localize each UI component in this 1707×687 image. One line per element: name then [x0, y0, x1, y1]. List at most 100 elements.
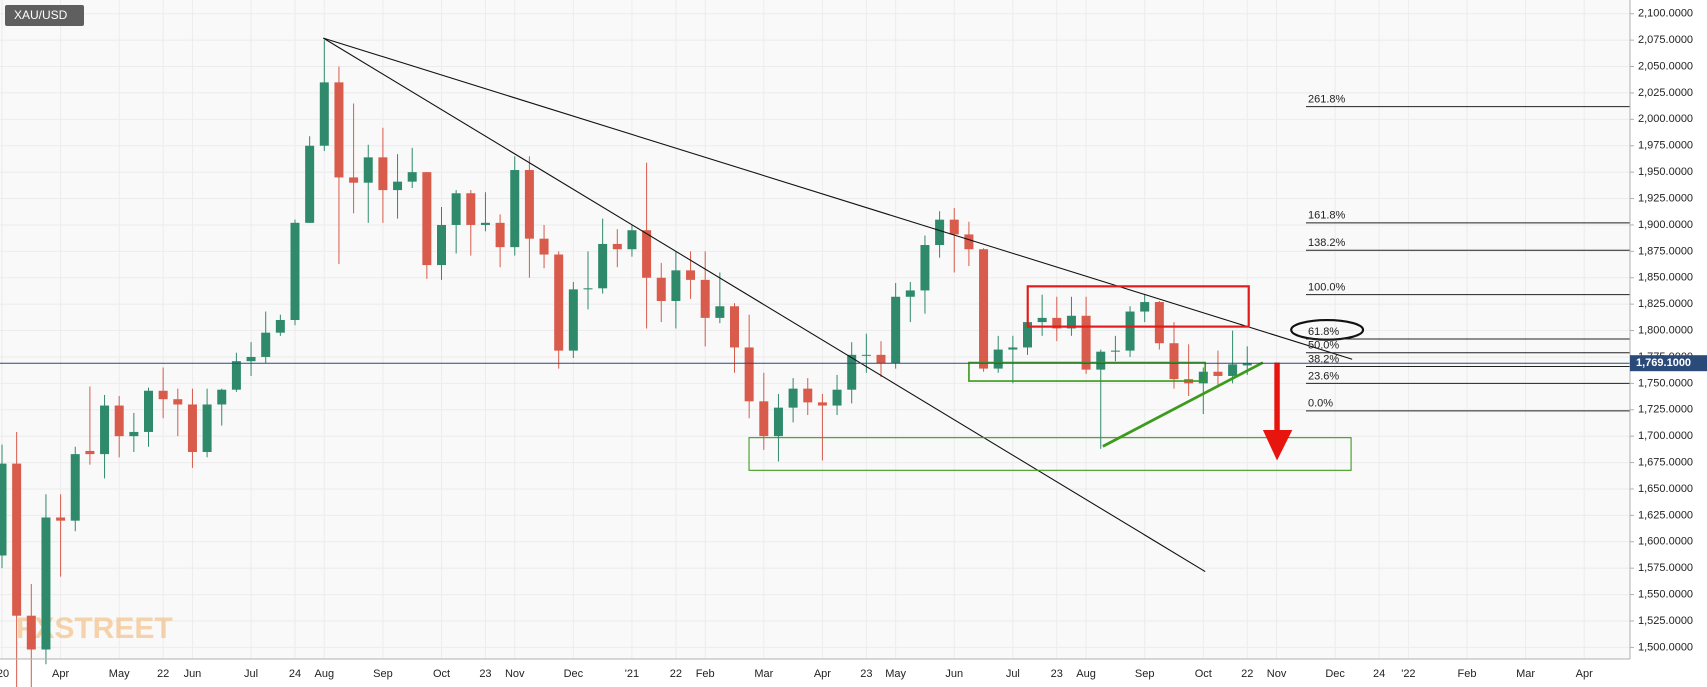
y-tick-label: 2,000.0000 [1638, 113, 1693, 125]
candle-body [993, 349, 1003, 369]
x-tick-label: '20 [0, 668, 9, 680]
candle-body [129, 431, 139, 437]
candle-body [466, 193, 476, 225]
plot-area [0, 0, 1630, 659]
y-tick-label: 1,525.0000 [1638, 615, 1693, 627]
candle-body [1110, 350, 1120, 352]
x-tick-label: Feb [1458, 668, 1477, 680]
candle-body [437, 224, 446, 266]
candle-body [480, 222, 490, 225]
candle-body [539, 238, 549, 255]
y-tick-label: 1,850.0000 [1638, 272, 1693, 284]
fib-label: 23.6% [1308, 370, 1339, 382]
candle-body [1213, 371, 1223, 376]
fib-layer: 261.8% 161.8% 138.2% 100.0% 61.8% 50.0%38.2% 2… [0, 94, 1630, 412]
candle-body [1008, 347, 1018, 350]
x-tick-label: 22 [670, 668, 682, 680]
x-tick-label: 22 [1241, 668, 1253, 680]
candle-body [949, 219, 959, 235]
fib-label: 161.8% [1308, 210, 1346, 222]
last-price-tag [1630, 355, 1707, 372]
x-tick-label: Apr [52, 668, 69, 680]
x-tick-label: '22 [1401, 668, 1415, 680]
candle-body [1096, 351, 1106, 370]
x-tick-label: Aug [315, 668, 335, 680]
candle-body [935, 219, 945, 246]
candle-body [1023, 322, 1032, 348]
fib-label: 38.2% [1308, 353, 1339, 365]
y-tick-label: 1,950.0000 [1638, 166, 1693, 178]
candle-body [1037, 317, 1047, 323]
fib-label: 261.8% [1308, 94, 1346, 106]
candle-body [832, 389, 842, 406]
x-tick-label: Jul [244, 668, 258, 680]
candle-body [349, 177, 359, 183]
y-tick-label: 1,925.0000 [1638, 192, 1693, 204]
y-tick-label: 1,700.0000 [1638, 430, 1693, 442]
candle-body [290, 222, 300, 320]
candle-body [510, 170, 520, 248]
x-tick-label: Oct [433, 668, 450, 680]
candle-body [495, 222, 505, 248]
fib-label: 138.2% [1308, 237, 1346, 249]
candle-body [407, 172, 417, 182]
highlight-ring [1290, 318, 1365, 341]
candle-body [56, 517, 66, 521]
x-tick-label: Oct [1195, 668, 1212, 680]
candle-body [231, 361, 241, 390]
candle-body [1052, 317, 1062, 329]
candle-body [393, 181, 403, 191]
y-tick-label: 2,100.0000 [1638, 8, 1693, 20]
y-tick-label: 1,550.0000 [1638, 588, 1693, 600]
y-tick-label: 2,050.0000 [1638, 60, 1693, 72]
symbol-badge [5, 5, 84, 26]
candle-body [1081, 315, 1091, 370]
y-tick-label: 1,900.0000 [1638, 219, 1693, 231]
x-tick-label: '21 [625, 668, 639, 680]
y-tick-label: 1,750.0000 [1638, 377, 1693, 389]
candle-body [187, 404, 197, 453]
candle-layer [0, 40, 1252, 687]
candle-body [715, 306, 725, 318]
candle-body [217, 389, 227, 405]
candle-body [1169, 343, 1179, 380]
candle-body [363, 157, 373, 183]
support-box [968, 361, 1207, 382]
y-tick-label: 1,725.0000 [1638, 404, 1693, 416]
x-tick-label: Mar [754, 668, 773, 680]
fib-label: 100.0% [1308, 282, 1346, 294]
x-tick-label: 23 [479, 668, 491, 680]
x-tick-label: Sep [373, 668, 393, 680]
candle-body [524, 170, 534, 239]
candle-body [730, 306, 739, 348]
x-tick-label: Jul [1006, 668, 1020, 680]
candle-body [451, 193, 461, 225]
candle-body [1242, 363, 1252, 366]
x-tick-label: Nov [1267, 668, 1287, 680]
symbol-title: XAU/USD [14, 8, 68, 22]
candle-body [158, 390, 168, 400]
y-tick-label: 1,650.0000 [1638, 483, 1693, 495]
candle-body [905, 290, 915, 297]
resistance-box [1026, 285, 1250, 328]
y-tick-label: 1,625.0000 [1638, 509, 1693, 521]
candle-body [85, 450, 95, 455]
fib-label: 0.0% [1308, 398, 1333, 410]
fib-label: 50.0% [1308, 340, 1339, 352]
x-tick-label: Jun [184, 668, 202, 680]
x-tick-label: Feb [696, 668, 715, 680]
candle-body [305, 145, 315, 223]
candle-body [642, 230, 652, 278]
candle-body [744, 347, 754, 402]
trend-line [323, 37, 1206, 573]
candle-body [26, 615, 36, 650]
x-tick-label: Aug [1076, 668, 1096, 680]
candle-body [759, 401, 769, 437]
candle-body [627, 230, 637, 250]
candle-body [1125, 311, 1135, 351]
y-tick-label: 2,075.0000 [1638, 34, 1693, 46]
candle-body [319, 82, 329, 146]
candle-body [817, 402, 827, 406]
candle-body [261, 332, 271, 357]
